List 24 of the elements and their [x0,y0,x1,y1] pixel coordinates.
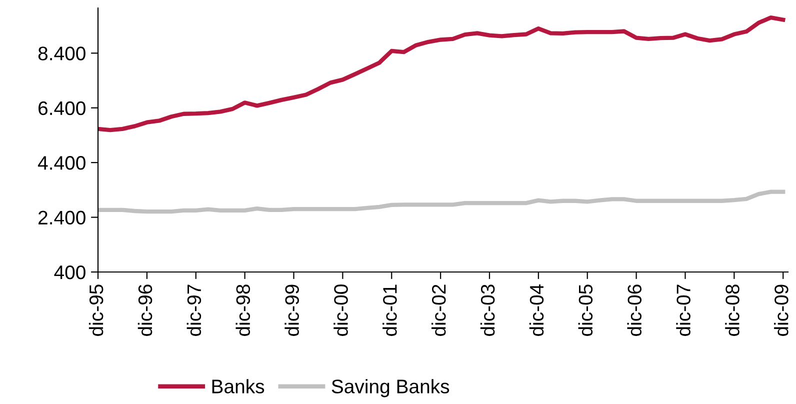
line-series [98,15,786,132]
x-tick-label: dic-95 [88,284,104,336]
legend-label: Saving Banks [332,379,450,398]
x-tick-label: dic-01 [382,284,397,336]
x-tick-label: dic-03 [480,284,495,336]
x-tick-label: dic-04 [529,284,544,336]
x-tick-label: dic-05 [578,284,593,336]
x-tick-label: dic-96 [138,284,152,336]
x-tick-label: dic-99 [284,284,299,336]
x-tick-label: dic-00 [334,284,348,336]
x-tick-label: dic-07 [676,284,690,336]
y-tick-label: 2.400 [38,210,86,225]
y-tick-label: 400 [54,265,86,280]
x-tick-label: dic-98 [236,284,250,336]
y-tick-label: 6.400 [38,101,86,116]
x-tick-label: dic-02 [431,284,446,336]
y-tick-label: 8.400 [38,46,86,60]
x-tick-label: dic-06 [627,284,642,336]
x-tick-label: dic-97 [186,284,202,336]
x-tick-label: dic-09 [774,284,788,336]
legend-label: Banks [212,379,264,394]
line-series [98,190,786,214]
y-tick-label: 4.400 [38,156,86,170]
x-tick-label: dic-08 [725,284,740,336]
